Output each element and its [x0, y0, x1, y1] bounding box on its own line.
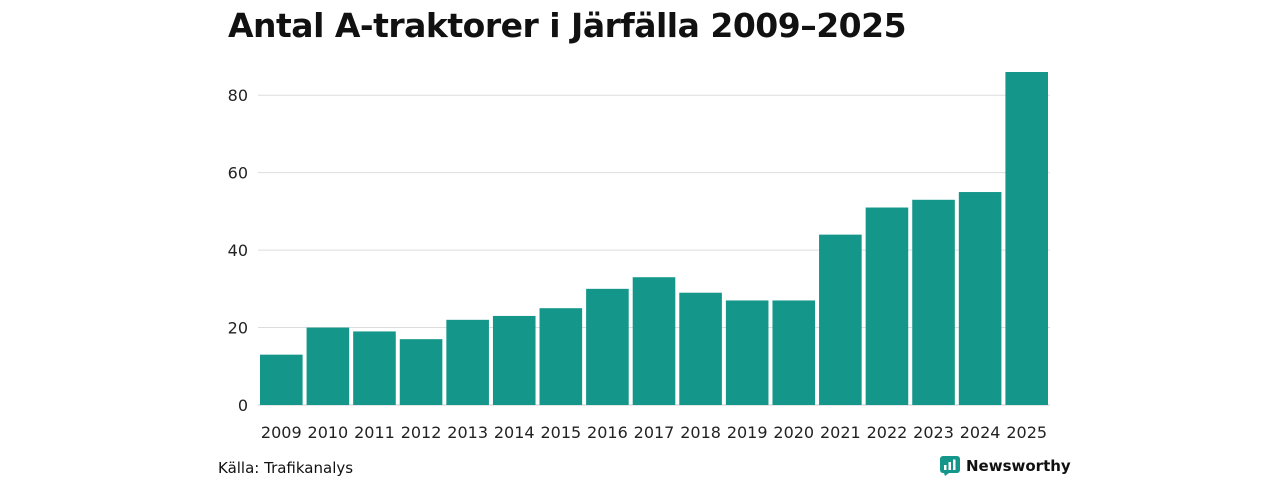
- x-tick-label: 2013: [447, 423, 488, 442]
- x-tick-label: 2017: [634, 423, 675, 442]
- x-tick-label: 2022: [867, 423, 908, 442]
- y-tick-label: 60: [228, 164, 248, 183]
- y-tick-label: 80: [228, 86, 248, 105]
- bar-2025: [1005, 72, 1048, 405]
- x-tick-label: 2025: [1006, 423, 1047, 442]
- bar-2013: [446, 319, 489, 405]
- bar-2014: [492, 315, 536, 405]
- x-tick-label: 2015: [540, 423, 581, 442]
- bar-2020: [772, 300, 816, 405]
- bar-2016: [586, 288, 629, 405]
- x-tick-label: 2016: [587, 423, 628, 442]
- x-tick-label: 2010: [308, 423, 349, 442]
- bar-2022: [865, 207, 909, 405]
- bar-2012: [399, 339, 443, 405]
- x-tick-label: 2023: [913, 423, 954, 442]
- bar-2011: [353, 331, 396, 405]
- x-tick-label: 2021: [820, 423, 861, 442]
- x-tick-label: 2011: [354, 423, 395, 442]
- bar-2017: [632, 277, 676, 405]
- y-tick-label: 0: [238, 396, 248, 415]
- x-axis-ticks: 2009 2010 2011 2012 2013 2014 2015 2016 2017 2018…: [261, 423, 1047, 442]
- y-tick-label: 20: [228, 319, 248, 338]
- bar-2021: [819, 234, 862, 405]
- y-axis-ticks: 0 20 40 60 80: [228, 86, 248, 415]
- newsworthy-logo-icon: [940, 456, 960, 476]
- bars: [260, 72, 1048, 405]
- x-tick-label: 2012: [401, 423, 442, 442]
- bar-2024: [958, 192, 1002, 405]
- chart-title: Antal A-traktorer i Järfälla 2009–2025: [228, 6, 907, 45]
- x-tick-label: 2024: [960, 423, 1001, 442]
- bar-2009: [260, 354, 303, 405]
- x-tick-label: 2009: [261, 423, 302, 442]
- x-tick-label: 2014: [494, 423, 535, 442]
- bar-2010: [306, 327, 350, 405]
- y-tick-label: 40: [228, 241, 248, 260]
- bar-2015: [539, 308, 583, 405]
- brand-label: Newsworthy: [966, 457, 1071, 475]
- x-tick-label: 2020: [773, 423, 814, 442]
- bar-2018: [679, 292, 722, 405]
- source-note: Källa: Trafikanalys: [218, 459, 354, 477]
- brand-logo[interactable]: Newsworthy: [940, 456, 1071, 476]
- bar-2023: [912, 199, 955, 405]
- bar-2019: [725, 300, 769, 405]
- x-tick-label: 2019: [727, 423, 768, 442]
- x-tick-label: 2018: [680, 423, 721, 442]
